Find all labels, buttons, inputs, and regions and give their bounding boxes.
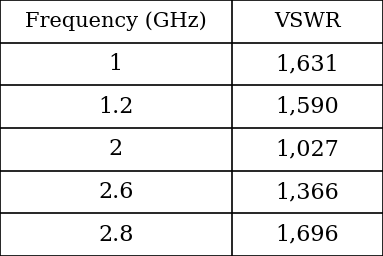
Text: 1: 1 bbox=[109, 53, 123, 75]
Text: 1,696: 1,696 bbox=[275, 224, 339, 246]
Text: 1,590: 1,590 bbox=[275, 96, 339, 118]
Text: 2.6: 2.6 bbox=[98, 181, 134, 203]
Text: 1.2: 1.2 bbox=[98, 96, 134, 118]
Text: 2: 2 bbox=[109, 138, 123, 160]
Text: 2.8: 2.8 bbox=[98, 224, 134, 246]
Text: 1,631: 1,631 bbox=[275, 53, 339, 75]
Text: VSWR: VSWR bbox=[274, 12, 340, 31]
Text: 1,366: 1,366 bbox=[275, 181, 339, 203]
Text: 1,027: 1,027 bbox=[275, 138, 339, 160]
Text: Frequency (GHz): Frequency (GHz) bbox=[25, 12, 207, 31]
